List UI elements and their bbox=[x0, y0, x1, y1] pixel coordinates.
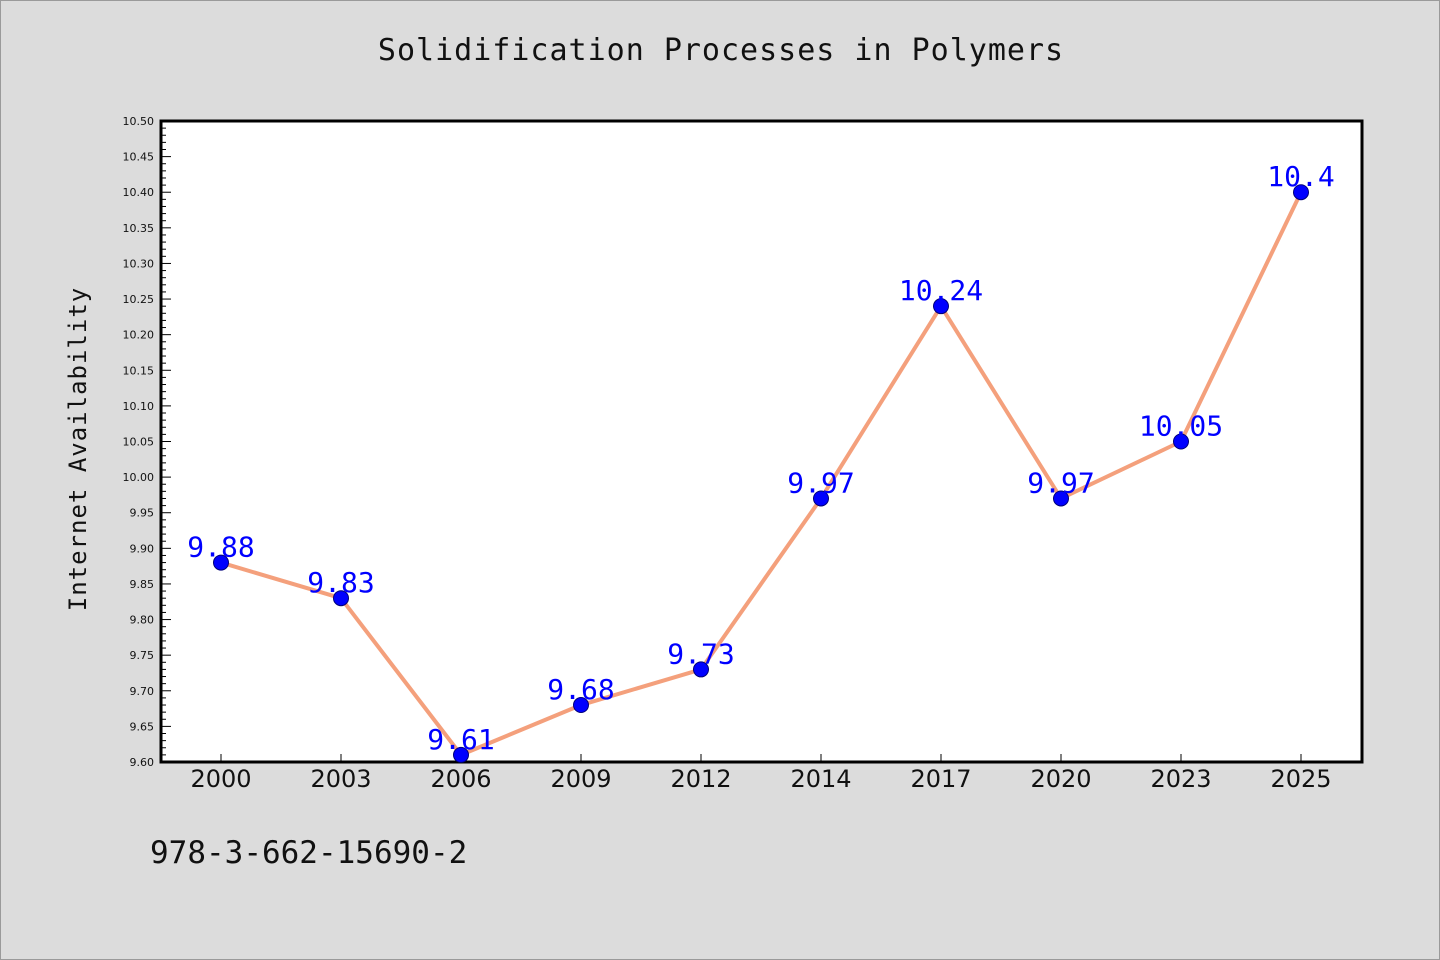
y-tick-label: 10.25 bbox=[123, 293, 155, 306]
data-labels: 9.88 9.83 9.61 9.68 9.73 9.97 10.24 9.97 10.05 10… bbox=[187, 160, 1334, 756]
data-point bbox=[333, 590, 349, 607]
x-tick-label: 2012 bbox=[670, 765, 731, 793]
data-label: 9.73 bbox=[667, 637, 734, 670]
x-tick-label: 2025 bbox=[1270, 765, 1331, 793]
data-label: 9.83 bbox=[307, 566, 374, 599]
y-tick-label: 9.75 bbox=[130, 649, 155, 662]
y-axis-ticks: 9.60 9.65 9.70 9.75 9.80 9.85 9.90 9.95 10.00 10.… bbox=[123, 115, 171, 769]
y-tick-label: 9.85 bbox=[130, 578, 155, 591]
y-tick-label: 10.45 bbox=[123, 151, 155, 164]
series-line bbox=[220, 191, 1303, 757]
data-point bbox=[933, 298, 949, 315]
data-label: 9.97 bbox=[1027, 466, 1094, 499]
series-markers bbox=[213, 184, 1309, 763]
y-tick-label: 10.50 bbox=[123, 115, 155, 128]
y-tick-label: 10.15 bbox=[123, 364, 155, 377]
isbn-annotation: 978-3-662-15690-2 bbox=[150, 835, 468, 871]
data-label: 9.97 bbox=[787, 466, 854, 499]
data-point bbox=[1053, 490, 1069, 507]
data-label: 9.61 bbox=[427, 723, 494, 756]
x-tick-label: 2017 bbox=[910, 765, 971, 793]
plot-area bbox=[159, 119, 1364, 764]
data-point bbox=[453, 746, 469, 763]
y-tick-label: 9.80 bbox=[130, 614, 155, 627]
x-tick-label: 2020 bbox=[1030, 765, 1091, 793]
chart-title: Solidification Processes in Polymers bbox=[377, 33, 1065, 68]
data-label: 10.05 bbox=[1139, 410, 1223, 443]
y-tick-label: 9.60 bbox=[130, 756, 155, 769]
x-tick-label: 2006 bbox=[430, 765, 491, 793]
data-label: 10.4 bbox=[1267, 160, 1334, 193]
x-tick-label: 2014 bbox=[790, 765, 851, 793]
data-point bbox=[1293, 184, 1309, 201]
y-tick-label: 10.00 bbox=[123, 471, 155, 484]
data-point bbox=[1173, 433, 1189, 450]
data-point bbox=[573, 697, 589, 714]
x-tick-label: 2000 bbox=[190, 765, 251, 793]
data-label: 9.68 bbox=[547, 673, 614, 706]
data-label: 10.24 bbox=[899, 274, 983, 307]
y-tick-label: 10.30 bbox=[123, 257, 155, 270]
y-tick-label: 9.70 bbox=[130, 685, 155, 698]
data-point bbox=[693, 661, 709, 678]
y-tick-label: 9.90 bbox=[130, 542, 155, 555]
data-point bbox=[813, 490, 829, 507]
y-tick-label: 9.65 bbox=[130, 720, 155, 733]
y-tick-label: 9.95 bbox=[130, 507, 155, 520]
data-label: 9.88 bbox=[187, 531, 254, 564]
x-tick-label: 2009 bbox=[550, 765, 611, 793]
x-tick-label: 2023 bbox=[1150, 765, 1211, 793]
x-axis-ticks: 2000 2003 2006 2009 2012 2014 2017 2020 2023 2025 bbox=[190, 754, 1332, 793]
y-tick-label: 10.05 bbox=[123, 436, 155, 449]
data-point bbox=[213, 554, 229, 571]
y-tick-label: 10.10 bbox=[123, 400, 155, 413]
y-tick-label: 10.35 bbox=[123, 222, 155, 235]
x-tick-label: 2003 bbox=[310, 765, 371, 793]
y-tick-label: 10.40 bbox=[123, 186, 155, 199]
y-tick-label: 10.20 bbox=[123, 329, 155, 342]
